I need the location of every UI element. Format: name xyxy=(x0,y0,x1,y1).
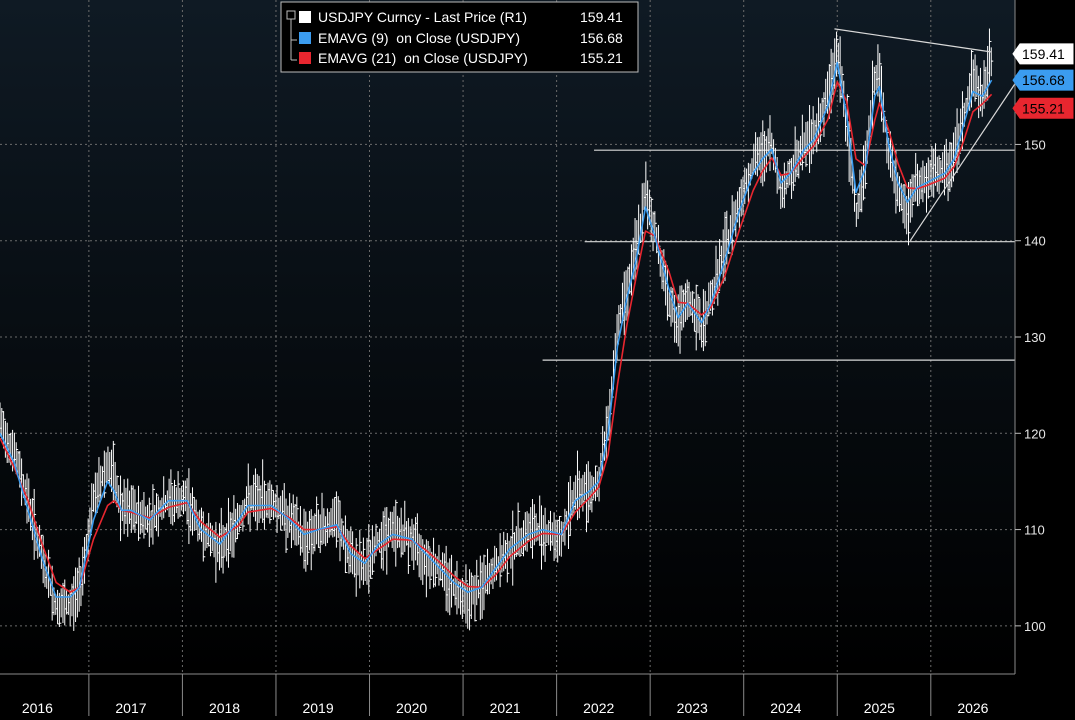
legend-swatch-price xyxy=(299,11,311,23)
y-tick-label: 150 xyxy=(1024,137,1046,152)
y-tick-label: 120 xyxy=(1024,426,1046,441)
x-year-label: 2021 xyxy=(490,700,521,716)
x-year-label: 2026 xyxy=(957,700,988,716)
x-year-label: 2019 xyxy=(302,700,333,716)
x-year-label: 2022 xyxy=(583,700,614,716)
x-year-label: 2024 xyxy=(770,700,801,716)
x-year-label: 2017 xyxy=(115,700,146,716)
x-axis-panel xyxy=(0,674,1075,720)
legend: USDJPY Curncy - Last Price (R1) 159.41 E… xyxy=(281,2,638,72)
flag-ema9-label: 156.68 xyxy=(1022,72,1065,88)
legend-swatch-ema21 xyxy=(299,52,311,64)
y-tick-label: 140 xyxy=(1024,234,1046,249)
flag-last-price-label: 159.41 xyxy=(1022,46,1065,62)
legend-value-price: 159.41 xyxy=(580,9,623,25)
axis-value-flags: 155.21 159.41 156.68 xyxy=(1013,44,1073,118)
legend-value-ema21: 155.21 xyxy=(580,50,623,66)
usdjpy-chart: 100 110 120 130 140 150 155.21 159.41 156.68 20… xyxy=(0,0,1075,720)
x-year-label: 2018 xyxy=(209,700,240,716)
x-year-label: 2020 xyxy=(396,700,427,716)
x-year-label: 2016 xyxy=(22,700,53,716)
legend-label-ema9: EMAVG (9) on Close (USDJPY) xyxy=(318,30,520,46)
legend-label-ema21: EMAVG (21) on Close (USDJPY) xyxy=(318,50,528,66)
flag-ema21-label: 155.21 xyxy=(1022,100,1065,116)
y-tick-label: 100 xyxy=(1024,619,1046,634)
legend-swatch-ema9 xyxy=(299,32,311,44)
legend-value-ema9: 156.68 xyxy=(580,30,623,46)
y-tick-label: 110 xyxy=(1024,523,1045,538)
x-year-label: 2025 xyxy=(864,700,895,716)
x-year-label: 2023 xyxy=(677,700,708,716)
legend-label-price: USDJPY Curncy - Last Price (R1) xyxy=(318,9,527,25)
y-tick-label: 130 xyxy=(1024,330,1046,345)
